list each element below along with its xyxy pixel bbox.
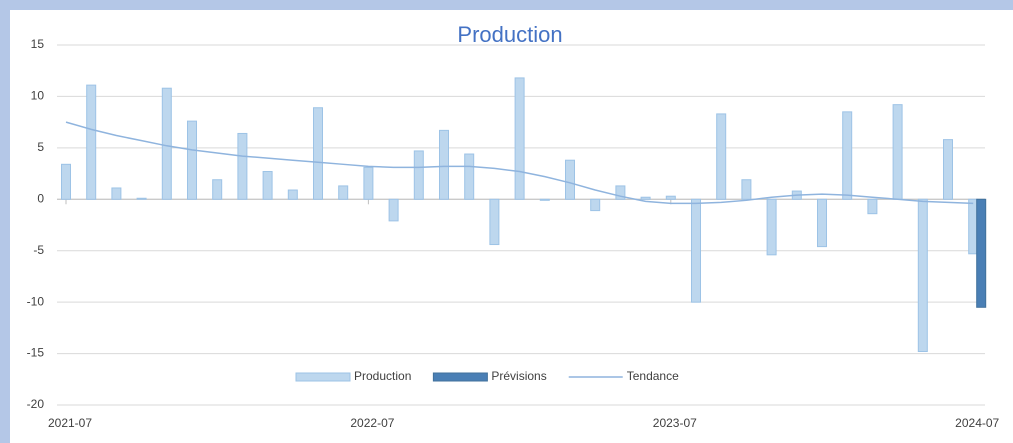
bar: [187, 120, 197, 200]
bar: [388, 198, 399, 222]
bar: [917, 198, 928, 353]
bar: [539, 198, 550, 201]
bar: [817, 198, 827, 248]
bar: [313, 107, 323, 200]
chart-title: Production: [457, 22, 562, 47]
legend-swatch: [432, 372, 488, 382]
bar: [489, 198, 500, 246]
bar: [514, 77, 525, 200]
legend-swatch: [295, 372, 351, 382]
bar: [237, 132, 248, 200]
y-tick-label: -10: [27, 294, 45, 308]
legend-label: Prévisions: [491, 369, 546, 383]
bar: [363, 166, 374, 200]
bar: [892, 104, 903, 200]
y-tick-label: 15: [31, 37, 45, 51]
bar: [262, 171, 273, 200]
y-tick-label: -5: [33, 243, 44, 257]
x-tick-label: 2022-07: [350, 416, 394, 430]
trend-line: [65, 121, 974, 205]
y-tick-label: 10: [31, 89, 45, 103]
y-tick-label: 0: [37, 191, 44, 205]
bar: [867, 198, 878, 215]
bar: [766, 198, 777, 256]
bar: [716, 113, 727, 200]
chart-area: [10, 10, 1013, 443]
bar: [413, 150, 424, 200]
bar: [565, 159, 575, 200]
bar: [439, 129, 449, 200]
bar: [842, 111, 853, 200]
x-tick-label: 2024-07: [955, 416, 999, 430]
bar: [464, 153, 475, 200]
bar: [943, 139, 953, 200]
bar: [161, 87, 172, 200]
bar: [86, 84, 97, 200]
x-tick-label: 2021-07: [48, 416, 92, 430]
bar: [136, 197, 147, 200]
legend-label: Tendance: [627, 369, 679, 383]
bar: [691, 198, 701, 303]
legend-label: Production: [354, 369, 411, 383]
bar: [111, 187, 122, 200]
x-tick-label: 2023-07: [653, 416, 697, 430]
bar: [615, 185, 626, 200]
bar: [61, 163, 71, 200]
bar: [287, 189, 298, 200]
y-tick-label: -20: [27, 397, 45, 411]
y-tick-label: -15: [27, 346, 45, 360]
bar: [741, 179, 752, 200]
bar: [640, 196, 651, 200]
bar: [665, 195, 676, 200]
bar: [976, 198, 987, 308]
bar: [212, 179, 223, 200]
bar: [590, 198, 601, 212]
y-tick-label: 5: [37, 140, 44, 154]
bar: [338, 185, 349, 200]
